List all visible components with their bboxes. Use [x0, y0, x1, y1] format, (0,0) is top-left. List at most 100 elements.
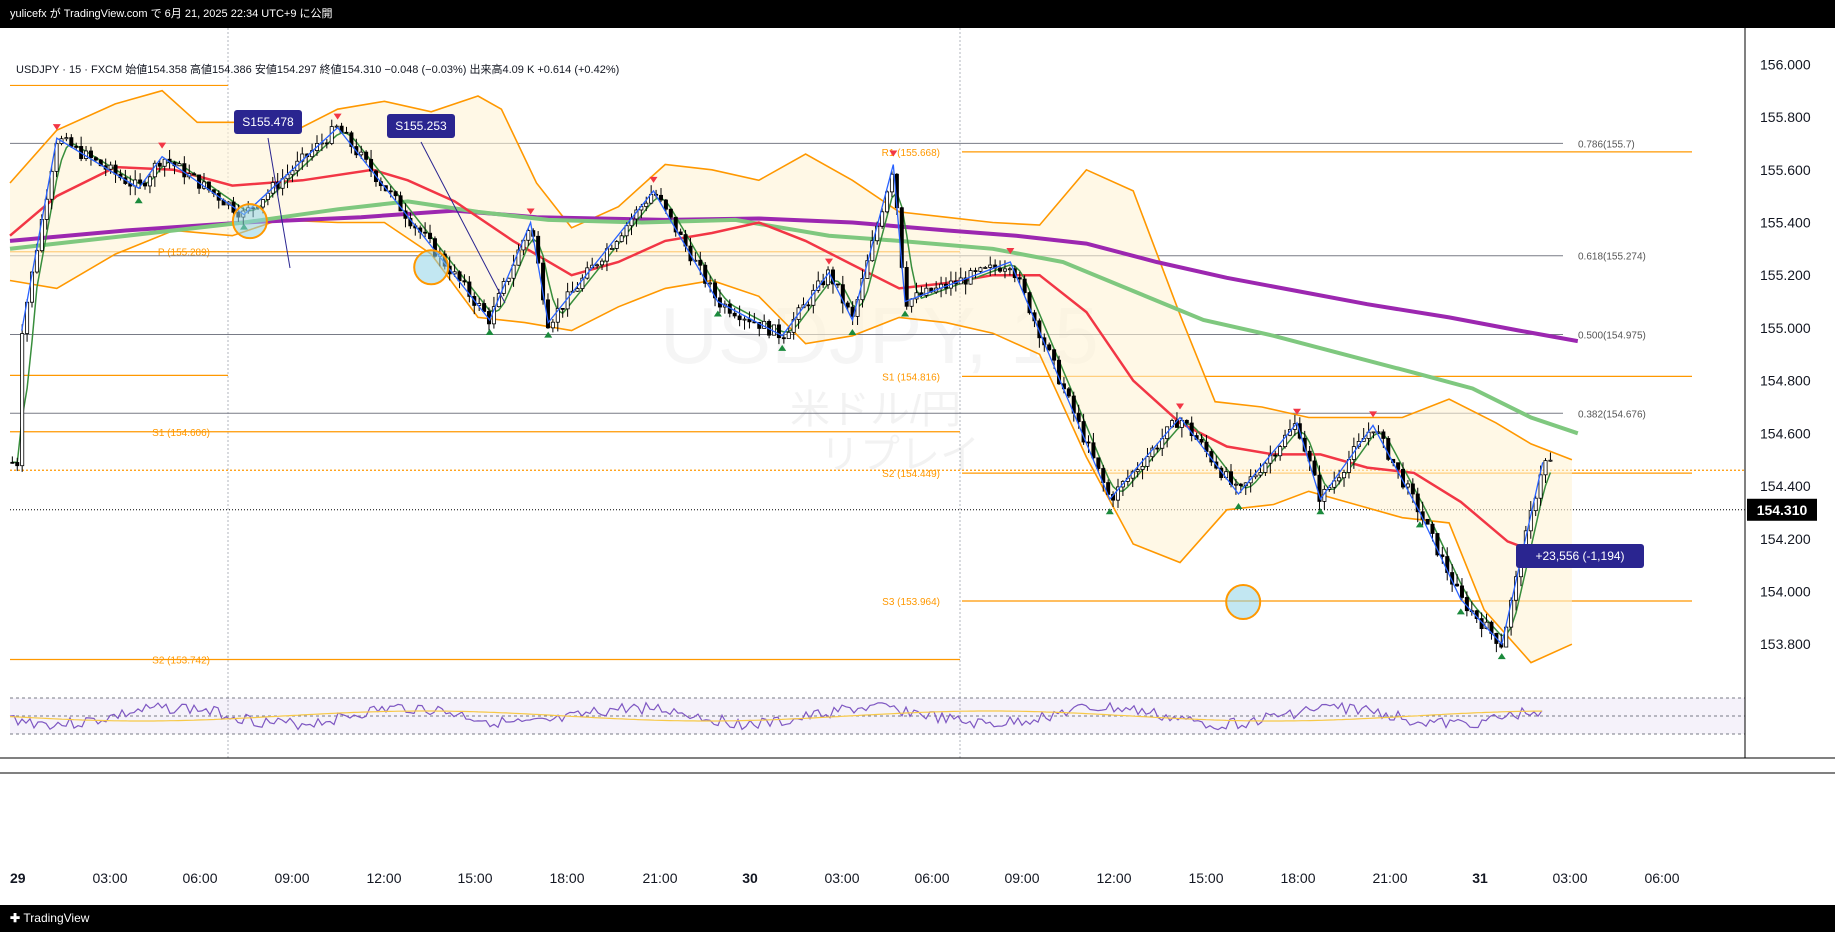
pivot-level-label: S1 (154.816) — [882, 372, 940, 383]
candle-body — [1086, 441, 1091, 444]
candle-body — [20, 333, 25, 467]
candle-body — [138, 179, 143, 184]
fib-level-label: 0.500(154.975) — [1578, 331, 1646, 342]
candle-body — [914, 292, 919, 300]
candle-body — [757, 321, 762, 329]
candle-body — [1052, 349, 1057, 361]
price-callout — [387, 114, 455, 138]
ma-long-line — [9, 208, 1579, 344]
candle-body — [889, 173, 894, 193]
candle-body — [69, 137, 74, 147]
candle-body — [1022, 278, 1027, 293]
time-tick-label: 31 — [1472, 870, 1488, 886]
time-tick-label: 30 — [742, 870, 758, 886]
candle-body — [324, 142, 329, 145]
time-tick-label: 29 — [10, 870, 26, 886]
time-tick-label: 21:00 — [1372, 870, 1407, 886]
candle-body — [290, 170, 295, 176]
candle-body — [177, 163, 182, 167]
candle-body — [1435, 533, 1440, 556]
candle-body — [840, 284, 845, 304]
price-tick-label: 155.200 — [1760, 267, 1811, 283]
candle-body — [1155, 447, 1160, 450]
candle-body — [1140, 465, 1145, 470]
swing-high-marker — [1006, 248, 1015, 255]
candle-body — [732, 312, 737, 317]
time-tick-label: 06:00 — [182, 870, 217, 886]
fib-level-label: 0.786(155.7) — [1578, 139, 1635, 150]
swing-low-marker — [1456, 608, 1465, 615]
fib-level-label: 0.618(155.274) — [1578, 252, 1646, 263]
candle-body — [1145, 456, 1150, 467]
zigzag-layer — [21, 113, 1544, 660]
candle-body — [482, 303, 487, 312]
swing-high-marker — [1369, 411, 1378, 418]
candle-body — [1278, 446, 1283, 457]
candle-body — [1263, 462, 1268, 473]
swing-low-marker — [544, 331, 553, 338]
candle-body — [624, 225, 629, 237]
chart-canvas[interactable]: USDJPY, 15 米ドル/円 リプレイ R1 (155.668)P (155… — [0, 28, 1835, 905]
fib-level-label: 0.382(154.676) — [1578, 409, 1646, 420]
candle-body — [182, 163, 187, 178]
callouts: S155.478 S155.253 +23,556 (-1,194) 154.310 — [234, 110, 1817, 568]
time-tick-label: 15:00 — [457, 870, 492, 886]
candle-body — [698, 259, 703, 266]
swing-high-marker — [52, 124, 61, 131]
candle-body — [329, 126, 334, 144]
candle-body — [54, 143, 59, 172]
rsi-signal-line — [9, 710, 1542, 722]
candle-body — [673, 216, 678, 233]
price-tick-label: 154.400 — [1760, 478, 1811, 494]
highlight-circle — [1225, 584, 1262, 621]
candle-body — [162, 158, 167, 167]
candle-body — [845, 302, 850, 308]
candle-body — [1386, 438, 1391, 460]
candle-body — [595, 264, 600, 267]
candle-body — [64, 137, 69, 140]
callout-label: S155.253 — [395, 119, 447, 133]
swing-low-marker — [134, 197, 143, 204]
candle-body — [1115, 486, 1120, 501]
swing-low-marker — [1316, 508, 1325, 515]
candle-body — [192, 173, 197, 176]
candle-body — [644, 202, 649, 207]
highlight-circle — [231, 203, 268, 240]
candle-body — [1415, 493, 1420, 513]
candle-body — [393, 191, 398, 197]
candle-body — [1307, 450, 1312, 462]
time-tick-label: 12:00 — [1096, 870, 1131, 886]
candle-body — [1445, 556, 1450, 573]
candle-body — [1410, 483, 1415, 495]
candle-body — [1381, 431, 1386, 439]
candle-body — [988, 264, 993, 268]
candle-body — [1135, 469, 1140, 473]
candle-body — [668, 208, 673, 218]
callout-connector — [267, 137, 291, 269]
candle-body — [555, 307, 560, 323]
time-tick-label: 12:00 — [366, 870, 401, 886]
candle-body — [1337, 477, 1342, 482]
candle-body — [703, 264, 708, 284]
price-callout — [1516, 544, 1644, 568]
candle-body — [811, 289, 816, 306]
pivot-level-label: S1 (154.606) — [152, 428, 210, 439]
candle-body — [806, 304, 811, 307]
candle-body — [147, 176, 152, 187]
candle-body — [1533, 497, 1538, 512]
swing-high-marker — [889, 150, 898, 157]
pivot-level-label: P (155.289) — [158, 248, 210, 259]
candle-body — [560, 307, 565, 310]
chart-frame[interactable]: USDJPY, 15 米ドル/円 リプレイ R1 (155.668) P (155… — [0, 28, 1835, 905]
candle-body — [781, 337, 786, 340]
candle-body — [44, 198, 49, 220]
candle-body — [1096, 457, 1101, 469]
price-tick-label: 155.800 — [1760, 109, 1811, 125]
rsi-pane: 50.00 — [9, 697, 1795, 735]
swing-low-marker — [778, 344, 787, 351]
candle-body — [143, 182, 148, 187]
swing-low-marker — [1105, 508, 1114, 515]
candle-body — [614, 241, 619, 249]
swing-low-marker — [1234, 502, 1243, 509]
candle-body — [983, 267, 988, 269]
